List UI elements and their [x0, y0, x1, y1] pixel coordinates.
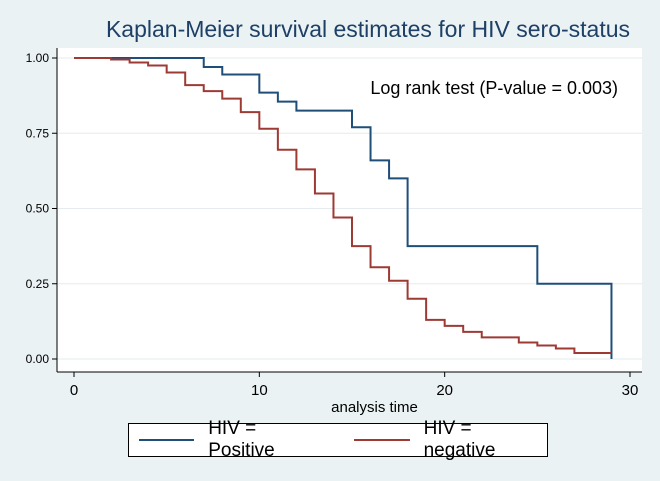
x-tick-label: 10: [251, 382, 268, 399]
legend: HIV = Positive HIV = negative: [128, 418, 548, 461]
y-tick-label: 0.25: [26, 277, 50, 291]
x-tick-label: 30: [622, 382, 639, 399]
chart-title: Kaplan-Meier survival estimates for HIV …: [105, 16, 631, 42]
legend-swatch-hiv-negative: [354, 439, 410, 441]
x-axis-title: analysis time: [331, 399, 418, 416]
legend-label-hiv-positive: HIV = Positive: [208, 418, 275, 461]
plot-background: [57, 48, 642, 372]
y-tick-label: 1.00: [26, 51, 50, 65]
y-tick-label: 0.75: [26, 126, 50, 140]
legend-item-hiv-positive: HIV = Positive: [139, 418, 326, 462]
log-rank-annotation: Log rank test (P-value = 0.003): [370, 78, 618, 98]
legend-label-hiv-negative: HIV = negative: [423, 418, 496, 461]
legend-item-hiv-negative: HIV = negative: [354, 418, 547, 462]
y-tick-label: 0.00: [26, 352, 50, 366]
series-lines: [74, 57, 613, 359]
x-tick-label: 20: [436, 382, 453, 399]
axes: 0.00 0.25 0.50 0.75 1.00 0 10 20 30: [26, 48, 642, 399]
y-tick-label: 0.50: [26, 202, 50, 216]
legend-swatch-hiv-positive: [139, 439, 195, 441]
series-line-hiv-positive: [74, 57, 613, 359]
series-line-hiv-negative: [74, 57, 612, 354]
x-tick-label: 0: [70, 382, 78, 399]
